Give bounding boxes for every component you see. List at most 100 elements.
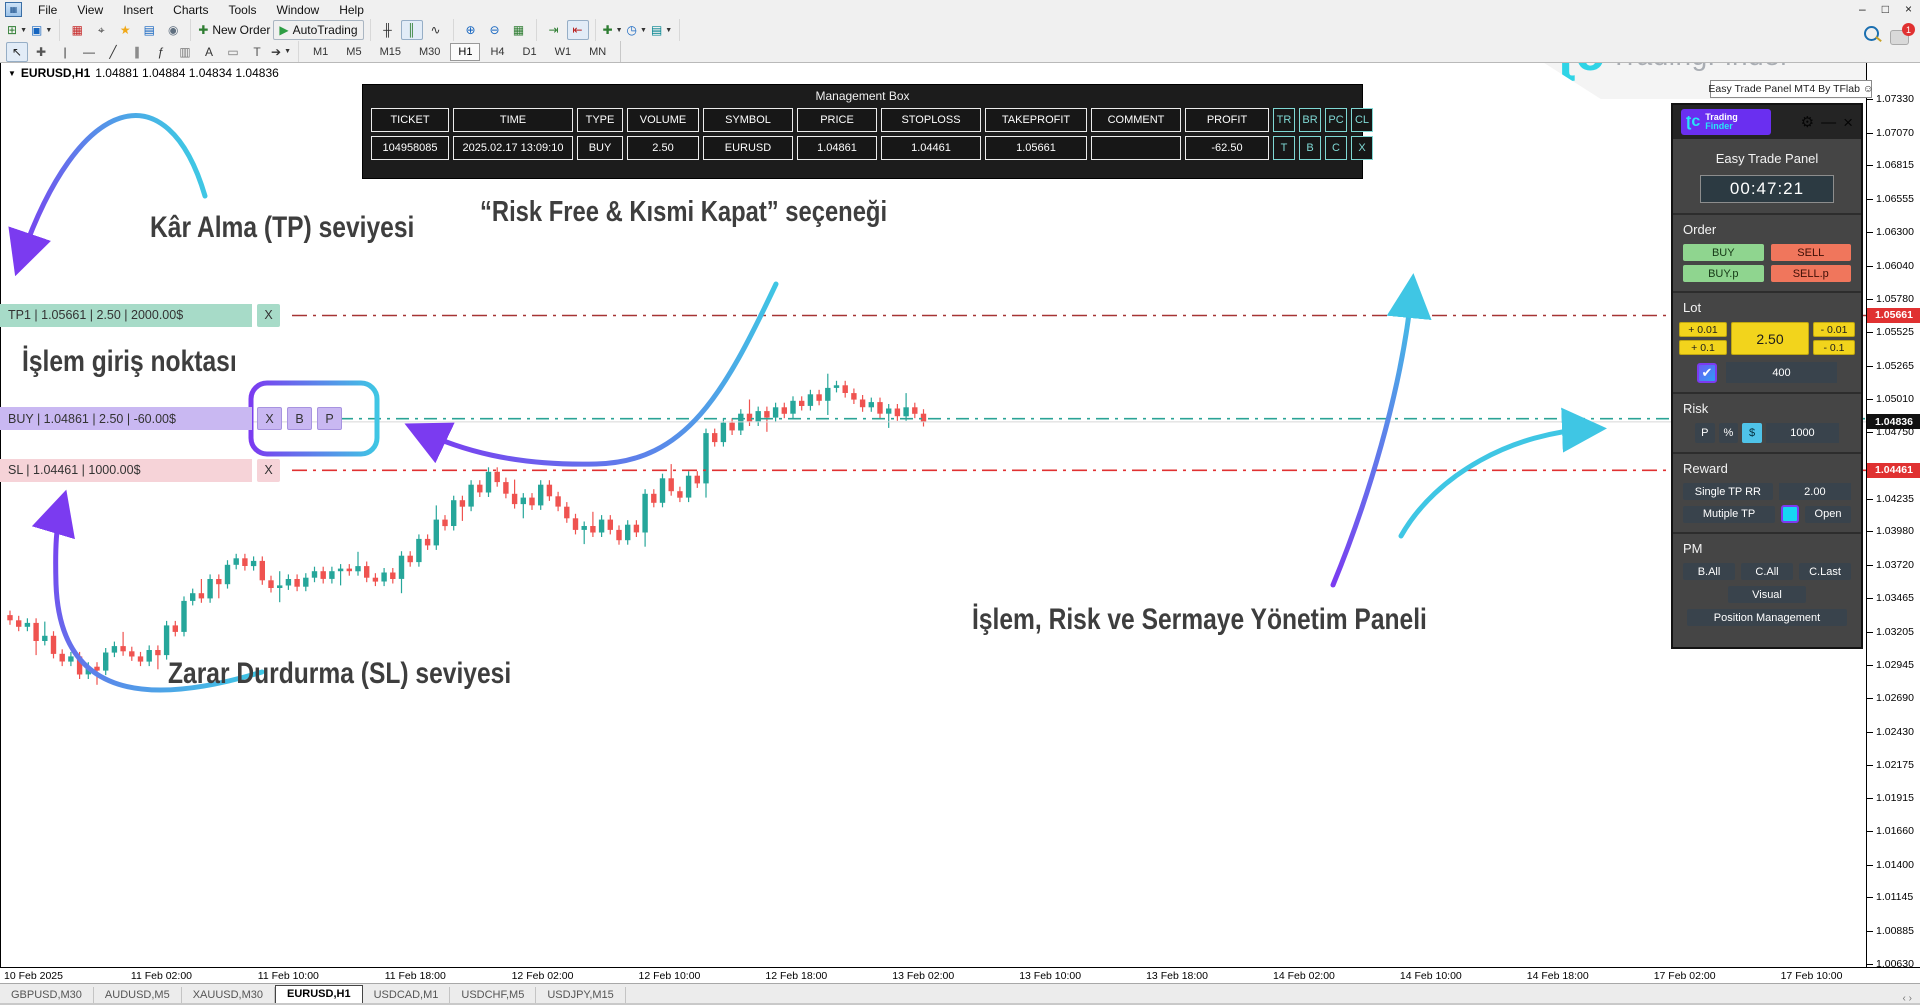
lot-minus-01-button[interactable]: - 0.1 (1813, 340, 1855, 355)
lot-auto-checkbox[interactable]: ✔ (1697, 362, 1717, 383)
timeframe-mn[interactable]: MN (589, 45, 607, 58)
mgmt-row-t-button[interactable]: T (1273, 136, 1295, 160)
lot-value-field[interactable]: 2.50 (1731, 322, 1809, 355)
mgmt-row-b-button[interactable]: B (1299, 136, 1321, 160)
partial-close-button[interactable]: P (317, 407, 342, 431)
text-tool-button[interactable]: A (198, 42, 220, 62)
restore-button[interactable]: □ (1881, 2, 1889, 16)
auto-scroll-button[interactable]: ⇥ (543, 20, 565, 40)
tab-scroll-arrows[interactable]: ‹ › (1902, 993, 1912, 1004)
close-button[interactable]: × (1904, 2, 1912, 16)
dropdown-caret-icon[interactable]: ▼ (615, 26, 623, 34)
arrows-tool-button[interactable]: ➔ ▼ (271, 44, 291, 59)
bar-chart-button[interactable]: ╫ (377, 20, 399, 40)
dropdown-caret-icon[interactable]: ▼ (45, 26, 53, 34)
panel-close-icon[interactable]: × (1843, 112, 1853, 132)
risk-points-button[interactable]: P (1695, 423, 1715, 443)
mgmt-cl-button[interactable]: CL (1351, 108, 1373, 132)
terminal-button[interactable]: ▤ (138, 20, 160, 40)
lot-plus-001-button[interactable]: + 0.01 (1679, 322, 1727, 337)
vertical-line-button[interactable]: | (54, 42, 76, 62)
channel-button[interactable]: ∥ (126, 42, 148, 62)
risk-percent-button[interactable]: % (1718, 423, 1739, 443)
menu-tools[interactable]: Tools (228, 2, 257, 17)
position-management-button[interactable]: Position Management (1687, 609, 1847, 626)
panel-settings-icon[interactable]: ⚙ (1800, 113, 1815, 131)
tile-windows-button[interactable]: ▦ (508, 20, 530, 40)
price-scale[interactable]: 1.07330 1.07070 1.06815 1.06555 1.06300 1.060… (1866, 62, 1920, 970)
tab-audusd-m5[interactable]: AUDUSD,M5 (94, 987, 182, 1004)
tab-usdchf-m5[interactable]: USDCHF,M5 (450, 987, 537, 1004)
candlestick-chart-button[interactable]: ║ (400, 20, 423, 40)
zoom-in-button[interactable]: ⊕ (460, 20, 482, 40)
search-icon[interactable] (1864, 26, 1879, 41)
strategy-tester-button[interactable]: ◉ (162, 20, 184, 40)
navigator-button[interactable]: ★ (114, 20, 136, 40)
profiles-button[interactable]: ▣ ▼ (30, 20, 53, 40)
timeframe-h4[interactable]: H4 (490, 45, 505, 58)
chart-area[interactable] (0, 62, 1866, 967)
mgmt-tr-button[interactable]: TR (1273, 108, 1295, 132)
grid-tool-button[interactable]: ▥ (174, 42, 196, 62)
mgmt-br-button[interactable]: BR (1299, 108, 1321, 132)
menu-file[interactable]: File (38, 2, 58, 17)
tab-xauusd-m30[interactable]: XAUUSD,M30 (182, 987, 276, 1004)
mgmt-row-x-button[interactable]: X (1351, 136, 1373, 160)
notification-bubble-icon[interactable]: 1 (1890, 23, 1915, 45)
visual-button[interactable]: Visual (1728, 586, 1806, 603)
breakeven-all-button[interactable]: B.All (1683, 563, 1735, 580)
templates-button[interactable]: ▤ ▼ (650, 20, 673, 40)
buy-button[interactable]: BUY (1683, 244, 1764, 261)
trendline-button[interactable]: ╱ (102, 42, 124, 62)
shapes-tool-button[interactable]: ▭ (222, 42, 244, 62)
market-watch-button[interactable]: ▦ (66, 20, 88, 40)
tab-usdcad-m1[interactable]: USDCAD,M1 (363, 987, 451, 1004)
breakeven-button[interactable]: B (287, 407, 312, 431)
data-window-button[interactable]: ⌖ (90, 20, 112, 40)
menu-charts[interactable]: Charts (173, 2, 209, 17)
dropdown-caret-icon[interactable]: ▼ (640, 26, 647, 34)
menu-insert[interactable]: Insert (123, 2, 154, 17)
open-button[interactable]: Open (1805, 505, 1851, 523)
timeframe-m30[interactable]: M30 (418, 45, 441, 58)
menu-help[interactable]: Help (339, 2, 364, 17)
dropdown-caret-icon[interactable]: ▼ (20, 26, 27, 34)
timeframe-m1[interactable]: M1 (313, 45, 329, 58)
label-tool-button[interactable]: T (246, 42, 268, 62)
time-axis[interactable]: 10 Feb 2025 11 Feb 02:00 11 Feb 10:00 11 Fe… (0, 967, 1920, 984)
collapse-icon[interactable]: ▼ (8, 68, 16, 78)
sl-close-button[interactable]: X (257, 458, 280, 482)
minimize-button[interactable]: – (1859, 2, 1866, 16)
timeframe-m15[interactable]: M15 (379, 45, 401, 58)
new-order-button[interactable]: ✚ New Order (198, 23, 271, 37)
autotrading-button[interactable]: ▶ AutoTrading (273, 20, 364, 40)
close-last-button[interactable]: C.Last (1799, 563, 1851, 580)
menu-window[interactable]: Window (276, 2, 320, 17)
indicators-button[interactable]: ✚ ▼ (602, 20, 624, 40)
multiple-tp-button[interactable]: Mutiple TP (1683, 505, 1775, 523)
dropdown-caret-icon[interactable]: ▼ (665, 26, 673, 34)
rr-value-field[interactable]: 2.00 (1778, 483, 1851, 500)
mgmt-pc-button[interactable]: PC (1325, 108, 1347, 132)
risk-value-field[interactable]: 1000 (1765, 423, 1840, 443)
zoom-out-button[interactable]: ⊖ (484, 20, 506, 40)
timeframe-w1[interactable]: W1 (554, 45, 572, 58)
line-chart-button[interactable]: ∿ (425, 20, 447, 40)
tp-close-button[interactable]: X (257, 303, 280, 327)
single-tp-rr-button[interactable]: Single TP RR (1683, 483, 1773, 500)
horizontal-line-button[interactable]: — (78, 42, 100, 62)
close-all-button[interactable]: C.All (1741, 563, 1793, 580)
points-field[interactable]: 400 (1726, 362, 1837, 383)
entry-close-button[interactable]: X (257, 407, 282, 431)
crosshair-tool-button[interactable]: ✚ (30, 42, 52, 62)
menu-view[interactable]: View (77, 2, 104, 17)
lot-minus-001-button[interactable]: - 0.01 (1813, 322, 1855, 337)
multiple-tp-checkbox[interactable] (1781, 505, 1799, 523)
fibonacci-button[interactable]: ƒ (150, 42, 172, 62)
chart-shift-button[interactable]: ⇤ (566, 20, 589, 40)
cursor-tool-button[interactable]: ↖ (6, 41, 28, 62)
new-chart-button[interactable]: ⊞ ▼ (6, 20, 28, 40)
buy-pending-button[interactable]: BUY.p (1683, 265, 1764, 282)
periods-button[interactable]: ◷ ▼ (626, 20, 648, 40)
mgmt-row-c-button[interactable]: C (1325, 136, 1347, 160)
